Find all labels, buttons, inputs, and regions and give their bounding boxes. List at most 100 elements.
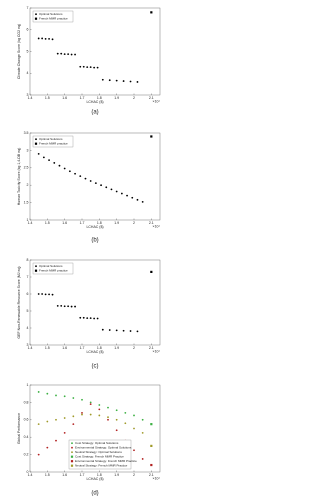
marker — [108, 79, 111, 82]
marker — [115, 190, 118, 193]
x-exponent: ×10⁴ — [153, 224, 161, 228]
legend-box — [32, 262, 74, 275]
marker — [72, 397, 75, 399]
legend-box — [32, 135, 74, 148]
legend-marker — [34, 17, 38, 20]
x-tick-label: 1.9 — [114, 346, 119, 350]
legend-marker — [35, 265, 37, 268]
legend-marker — [70, 455, 74, 458]
marker — [107, 416, 109, 419]
marker — [136, 330, 139, 333]
x-tick-label: 1.5 — [45, 473, 50, 477]
y-axis-label: Global Performance — [17, 413, 21, 444]
x-tick-label: 2.1 — [149, 473, 154, 477]
marker — [79, 65, 82, 68]
plot-frame — [29, 384, 161, 473]
marker — [129, 330, 132, 332]
marker — [37, 293, 40, 295]
marker — [63, 305, 66, 308]
y-tick-label: 0.2 — [24, 453, 29, 457]
marker — [74, 172, 76, 175]
marker — [96, 317, 99, 320]
marker — [70, 53, 73, 56]
legend-marker — [35, 138, 37, 141]
x-tick-label: 2 — [133, 96, 135, 100]
marker — [120, 192, 123, 195]
marker — [79, 316, 82, 319]
marker — [141, 418, 144, 421]
marker — [150, 423, 153, 426]
marker — [98, 414, 101, 417]
marker — [133, 449, 135, 452]
legend-label: French MMR practice — [39, 16, 68, 20]
caption: (a) — [91, 110, 98, 116]
x-tick-label: 1.4 — [28, 346, 33, 350]
legend-marker — [34, 142, 38, 145]
marker — [131, 196, 134, 199]
marker — [63, 417, 66, 419]
marker — [107, 406, 109, 409]
marker — [82, 65, 85, 68]
x-tick-label: 1.6 — [62, 96, 67, 100]
marker — [150, 270, 153, 273]
marker — [48, 293, 50, 296]
y-tick-label: 2.5 — [24, 166, 29, 170]
marker — [63, 431, 66, 434]
marker — [37, 391, 40, 393]
marker — [96, 66, 99, 69]
marker — [105, 186, 108, 189]
x-tick-label: 1.4 — [28, 221, 33, 225]
marker — [115, 409, 118, 412]
marker — [141, 201, 144, 203]
marker — [63, 53, 66, 56]
marker — [81, 398, 83, 401]
plot-frame — [29, 132, 161, 221]
legend-marker — [71, 446, 73, 449]
marker — [89, 403, 92, 406]
x-tick-label: 1.8 — [97, 221, 102, 225]
marker — [48, 37, 50, 40]
marker — [150, 444, 153, 447]
x-tick-label: 1.7 — [80, 346, 85, 350]
marker — [115, 329, 118, 332]
marker — [141, 431, 144, 434]
x-tick-label: 1.5 — [45, 221, 50, 225]
marker — [63, 395, 66, 398]
marker — [55, 394, 57, 397]
x-tick-label: 1.8 — [97, 96, 102, 100]
y-tick-label: 8 — [27, 258, 29, 262]
legend-marker — [34, 269, 38, 272]
marker — [51, 38, 54, 41]
x-tick-label: 2 — [133, 221, 135, 225]
marker — [46, 446, 49, 449]
marker — [46, 420, 49, 423]
y-tick-label: 6 — [27, 292, 29, 296]
marker — [68, 170, 71, 173]
marker — [37, 152, 40, 155]
x-tick-label: 2 — [133, 473, 135, 477]
marker — [44, 293, 47, 296]
y-tick-label: 0 — [27, 470, 29, 474]
marker — [133, 427, 135, 430]
y-tick-label: 4 — [27, 326, 29, 330]
marker — [44, 37, 47, 40]
y-tick-label: 0.8 — [24, 400, 29, 404]
caption: (c) — [92, 364, 99, 370]
legend-box — [32, 10, 74, 23]
marker — [81, 413, 83, 416]
x-tick-label: 1.7 — [80, 473, 85, 477]
legend-label: French MMR practice — [39, 141, 68, 145]
marker — [136, 81, 139, 83]
marker — [108, 329, 111, 331]
legend-label: Cost Strategy: French MMR Practice — [75, 454, 124, 458]
marker — [82, 316, 85, 319]
marker — [141, 458, 144, 460]
y-tick-label: 5 — [27, 309, 29, 313]
marker — [150, 463, 153, 467]
x-tick-label: 2.1 — [149, 221, 154, 225]
marker — [55, 439, 57, 442]
marker — [63, 167, 66, 170]
legend-marker — [35, 13, 37, 16]
x-tick-label: 1.4 — [28, 96, 33, 100]
y-tick-label: 3.5 — [24, 131, 29, 135]
